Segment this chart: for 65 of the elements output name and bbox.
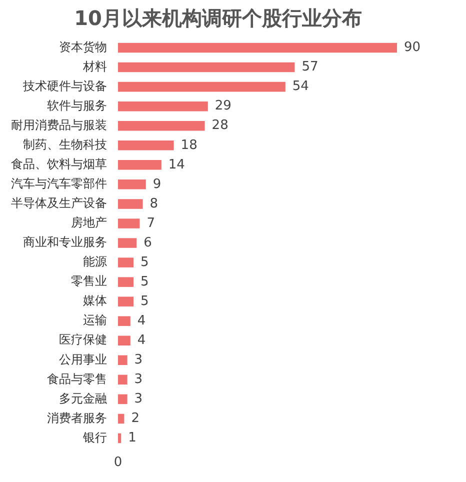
data-label: 9	[152, 176, 162, 192]
data-label: 7	[146, 216, 155, 231]
y-tick-label: 耐用消费品与服装	[11, 118, 107, 132]
data-label: 28	[212, 118, 228, 134]
bar	[118, 355, 128, 366]
y-tick-label: 资本货物	[59, 40, 107, 54]
data-label: 18	[180, 138, 198, 153]
y-tick-label: 商业和专业服务	[23, 235, 107, 250]
bar	[118, 62, 295, 72]
chart-title: 10月以来机构调研个股行业分布	[74, 6, 362, 30]
y-tick-label: 银行	[82, 430, 107, 444]
y-tick-label: 汽车与汽车零部件	[11, 176, 107, 191]
y-tick-label: 媒体	[83, 294, 107, 308]
bar	[118, 160, 162, 170]
y-tick-label: 技术硬件与设备	[22, 78, 107, 93]
data-label: 5	[140, 274, 149, 290]
bar	[118, 277, 134, 287]
y-tick-label: 食品与零售	[47, 372, 107, 386]
bar	[118, 394, 128, 404]
data-label: 1	[128, 430, 136, 446]
y-tick-label: 食品、饮料与烟草	[11, 157, 107, 172]
bar	[118, 218, 140, 228]
data-label: 3	[134, 372, 143, 388]
bar	[118, 180, 146, 190]
data-label: 2	[131, 411, 140, 426]
y-tick-label: 运输	[83, 313, 107, 328]
bar	[118, 374, 128, 385]
y-tick-label: 医疗保健	[59, 332, 107, 347]
data-label: 5	[140, 254, 149, 270]
data-label: 54	[292, 79, 309, 94]
bar	[118, 101, 208, 112]
bar	[118, 120, 205, 131]
bar	[118, 42, 397, 53]
y-tick-label: 软件与服务	[47, 98, 107, 112]
bar	[118, 82, 286, 92]
y-tick-label: 房地产	[71, 216, 107, 230]
data-label: 29	[214, 98, 232, 114]
y-tick-label: 零售业	[71, 274, 107, 288]
bar	[118, 414, 124, 424]
data-label: 4	[137, 313, 146, 328]
data-label: 8	[150, 196, 158, 212]
text: 0	[114, 454, 122, 470]
bar	[118, 296, 134, 306]
data-label: 57	[302, 60, 318, 75]
bar	[118, 199, 143, 209]
y-tick-label: 半导体及生产设备	[11, 196, 107, 210]
data-label: 90	[404, 40, 421, 56]
bar	[118, 140, 174, 150]
bar	[118, 258, 134, 268]
data-label: 4	[137, 332, 146, 348]
bar	[118, 433, 122, 444]
bar	[118, 238, 137, 248]
y-tick-label: 材料	[82, 59, 107, 74]
data-label: 3	[134, 352, 143, 368]
y-tick-label: 能源	[83, 254, 107, 269]
bar	[118, 316, 130, 326]
y-tick-label: 公用事业	[59, 352, 107, 366]
data-label: 14	[168, 157, 185, 172]
data-label: 6	[144, 235, 152, 250]
y-tick-label: 多元金融	[59, 391, 107, 406]
data-label: 5	[140, 294, 149, 309]
bar	[118, 336, 130, 346]
y-tick-label: 制药、生物科技	[23, 138, 107, 152]
data-label: 3	[134, 392, 143, 407]
y-tick-label: 消费者服务	[47, 410, 107, 425]
